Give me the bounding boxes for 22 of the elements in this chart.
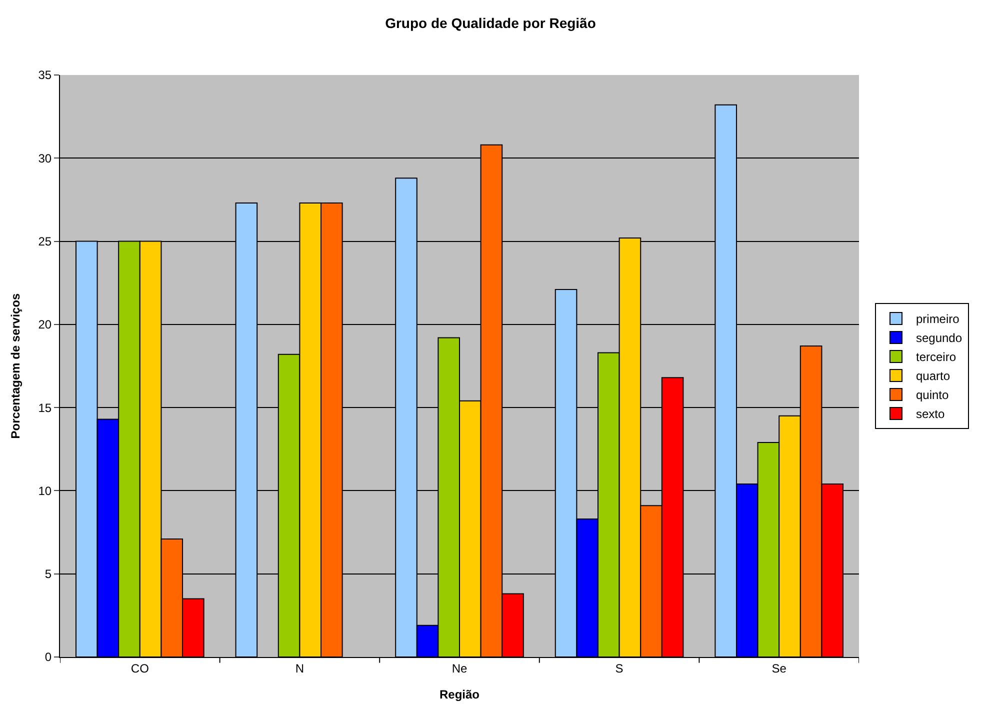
legend-label: quinto	[916, 388, 949, 402]
y-axis-title: Porcentagem de serviços	[8, 292, 23, 439]
x-tick-label: Ne	[452, 661, 468, 676]
legend-label: sexto	[916, 407, 945, 422]
y-tick-label: 10	[38, 484, 52, 498]
legend-label: quarto	[916, 369, 950, 384]
chart-title: Grupo de Qualidade por Região	[385, 14, 596, 31]
y-tick-label: 35	[38, 68, 52, 82]
y-tick-label: 5	[44, 567, 52, 582]
x-axis-title: Região	[439, 687, 480, 702]
legend-label: segundo	[916, 331, 962, 346]
legend-label: primeiro	[916, 312, 960, 326]
y-tick-label: 15	[38, 400, 52, 415]
y-tick-label: 0	[44, 650, 52, 664]
legend-label: terceiro	[916, 350, 956, 364]
y-tick-label: 20	[38, 318, 52, 332]
y-tick-label: 25	[38, 234, 52, 248]
x-tick-label: S	[615, 661, 624, 676]
x-tick-label: Se	[772, 661, 787, 676]
y-tick-label: 30	[38, 151, 52, 166]
x-tick-label: CO	[130, 661, 149, 676]
x-tick-label: N	[295, 661, 304, 676]
